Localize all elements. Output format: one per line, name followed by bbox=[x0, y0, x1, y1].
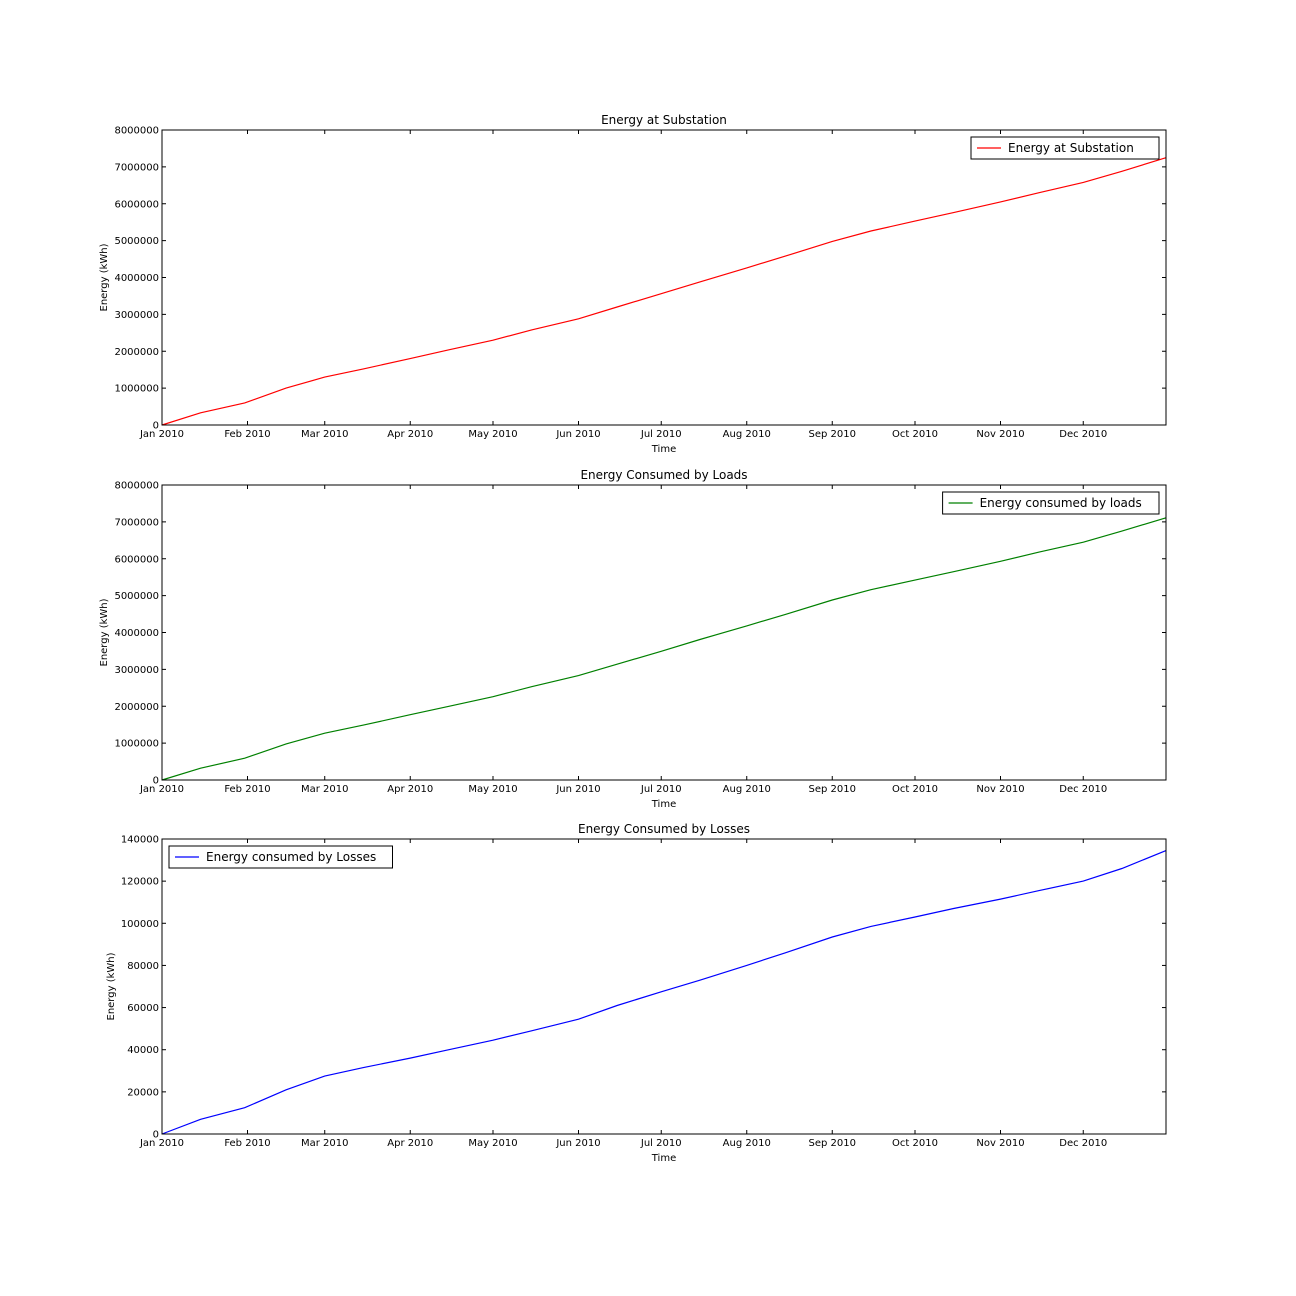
x-tick-label: Sep 2010 bbox=[809, 1138, 856, 1149]
x-tick-label: Jul 2010 bbox=[640, 429, 682, 440]
x-tick-label: Sep 2010 bbox=[809, 429, 856, 440]
y-tick-label: 140000 bbox=[121, 835, 159, 846]
x-axis-label: Time bbox=[651, 799, 676, 810]
x-axis-label: Time bbox=[651, 1153, 676, 1164]
x-tick-label: May 2010 bbox=[468, 1138, 517, 1149]
y-tick-label: 100000 bbox=[121, 919, 159, 930]
x-tick-label: Apr 2010 bbox=[387, 1138, 433, 1149]
chart-title: Energy Consumed by Loads bbox=[580, 468, 747, 482]
x-tick-label: Nov 2010 bbox=[976, 429, 1024, 440]
x-tick-label: Jul 2010 bbox=[640, 1138, 682, 1149]
series-line bbox=[161, 157, 1167, 426]
y-tick-label: 0 bbox=[153, 421, 159, 432]
plot-frame bbox=[161, 484, 1167, 781]
x-tick-label: Mar 2010 bbox=[301, 1138, 349, 1149]
x-tick-label: Mar 2010 bbox=[301, 429, 349, 440]
x-tick-label: Oct 2010 bbox=[892, 1138, 938, 1149]
y-tick-label: 120000 bbox=[121, 877, 159, 888]
chart-panel: Energy Consumed by Losses 0 20000 40000 6000… bbox=[106, 822, 1167, 1164]
y-tick-label: 4000000 bbox=[114, 273, 159, 284]
y-tick-label: 7000000 bbox=[114, 162, 159, 173]
y-tick-label: 80000 bbox=[127, 961, 159, 972]
x-tick-label: May 2010 bbox=[468, 784, 517, 795]
x-tick-label: Jan 2010 bbox=[139, 1138, 184, 1149]
y-tick-label: 1000000 bbox=[114, 384, 159, 395]
y-tick-label: 2000000 bbox=[114, 347, 159, 358]
chart-title: Energy at Substation bbox=[601, 113, 727, 127]
legend-box bbox=[942, 491, 1160, 515]
y-tick-label: 1000000 bbox=[114, 739, 159, 750]
x-tick-label: Mar 2010 bbox=[301, 784, 349, 795]
x-tick-label: Jul 2010 bbox=[640, 784, 682, 795]
y-tick-label: 3000000 bbox=[114, 310, 159, 321]
legend-label: Energy at Substation bbox=[1008, 141, 1134, 155]
y-tick-label: 20000 bbox=[127, 1087, 159, 1098]
x-tick-label: Aug 2010 bbox=[723, 429, 771, 440]
y-tick-label: 6000000 bbox=[114, 199, 159, 210]
chart-panel: Energy at Substation 0 1000000 2000000 30000… bbox=[99, 113, 1167, 455]
x-tick-label: Feb 2010 bbox=[224, 784, 270, 795]
x-tick-label: Nov 2010 bbox=[976, 1138, 1024, 1149]
x-tick-label: Dec 2010 bbox=[1059, 429, 1107, 440]
plot-frame bbox=[161, 838, 1167, 1135]
x-tick-label: Aug 2010 bbox=[723, 1138, 771, 1149]
y-tick-label: 40000 bbox=[127, 1045, 159, 1056]
x-tick-label: Dec 2010 bbox=[1059, 1138, 1107, 1149]
y-tick-label: 5000000 bbox=[114, 591, 159, 602]
y-tick-label: 3000000 bbox=[114, 665, 159, 676]
y-tick-label: 0 bbox=[153, 776, 159, 787]
x-tick-label: Jan 2010 bbox=[139, 784, 184, 795]
legend-box bbox=[168, 845, 393, 869]
x-tick-label: Apr 2010 bbox=[387, 429, 433, 440]
x-tick-label: Jun 2010 bbox=[555, 429, 600, 440]
legend-label: Energy consumed by Losses bbox=[206, 850, 376, 864]
series-line bbox=[161, 517, 1167, 781]
x-tick-label: Oct 2010 bbox=[892, 784, 938, 795]
y-tick-label: 6000000 bbox=[114, 554, 159, 565]
legend-label: Energy consumed by loads bbox=[980, 496, 1142, 510]
legend-box bbox=[970, 136, 1160, 160]
x-tick-label: Sep 2010 bbox=[809, 784, 856, 795]
y-axis-label: Energy (kWh) bbox=[106, 952, 117, 1020]
x-tick-label: Jun 2010 bbox=[555, 1138, 600, 1149]
series-line bbox=[161, 850, 1167, 1135]
chart-title: Energy Consumed by Losses bbox=[578, 822, 750, 836]
x-tick-label: May 2010 bbox=[468, 429, 517, 440]
y-tick-label: 0 bbox=[153, 1130, 159, 1141]
y-tick-label: 8000000 bbox=[114, 481, 159, 492]
y-tick-label: 7000000 bbox=[114, 517, 159, 528]
y-tick-label: 4000000 bbox=[114, 628, 159, 639]
x-tick-label: Apr 2010 bbox=[387, 784, 433, 795]
y-axis-label: Energy (kWh) bbox=[99, 243, 110, 311]
chart-panel: Energy Consumed by Loads 0 1000000 2000000 3… bbox=[99, 468, 1167, 810]
x-tick-label: Jan 2010 bbox=[139, 429, 184, 440]
x-tick-label: Feb 2010 bbox=[224, 1138, 270, 1149]
y-tick-label: 2000000 bbox=[114, 702, 159, 713]
x-tick-label: Oct 2010 bbox=[892, 429, 938, 440]
y-tick-label: 60000 bbox=[127, 1003, 159, 1014]
x-tick-label: Nov 2010 bbox=[976, 784, 1024, 795]
x-tick-label: Aug 2010 bbox=[723, 784, 771, 795]
y-tick-label: 8000000 bbox=[114, 126, 159, 137]
x-tick-label: Jun 2010 bbox=[555, 784, 600, 795]
y-axis-label: Energy (kWh) bbox=[99, 598, 110, 666]
y-tick-label: 5000000 bbox=[114, 236, 159, 247]
x-tick-label: Dec 2010 bbox=[1059, 784, 1107, 795]
plot-frame bbox=[161, 129, 1167, 426]
x-axis-label: Time bbox=[651, 444, 676, 455]
x-tick-label: Feb 2010 bbox=[224, 429, 270, 440]
